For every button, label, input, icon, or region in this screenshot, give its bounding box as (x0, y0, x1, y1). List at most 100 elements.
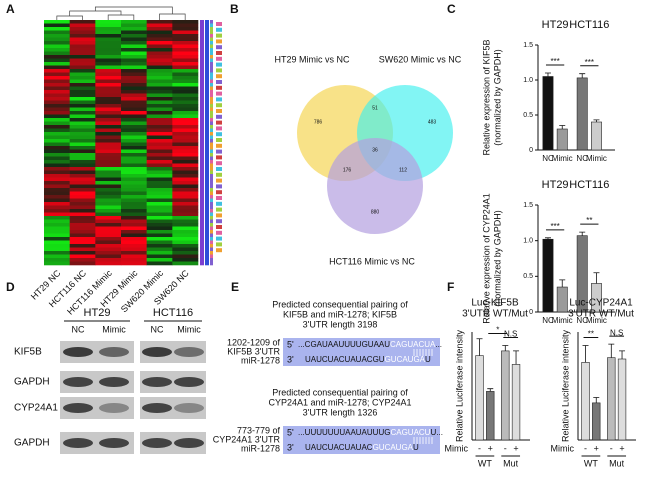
group-label: Mut (609, 458, 625, 468)
annotation-strip (200, 146, 204, 150)
annotation-strip (210, 184, 213, 189)
heatmap-cell (69, 114, 96, 119)
heatmap-cell (44, 237, 70, 241)
heatmap-cell (146, 107, 173, 112)
annotation-strip (210, 76, 213, 80)
heatmap-cell (172, 170, 199, 175)
annotation-strip (210, 156, 213, 161)
heatmap-cell (95, 205, 122, 210)
heatmap-cell (69, 86, 96, 91)
annotation-strip (210, 41, 213, 45)
heatmap-cell (44, 205, 70, 210)
pairing-caption: KIF5B and miR-1278; KIF5B (283, 309, 397, 319)
legend-swatch (216, 172, 222, 177)
annotation-strip (205, 34, 209, 38)
heatmap-cell (172, 142, 199, 147)
annotation-strip (200, 83, 204, 87)
blot-band (174, 403, 204, 413)
heatmap-cell (95, 247, 122, 252)
heatmap-cell (146, 30, 173, 35)
annotation-strip (210, 93, 213, 98)
heatmap-cell (44, 135, 70, 140)
heatmap-cell (44, 181, 70, 185)
heatmap-cell (146, 258, 173, 262)
group-label: Mut (503, 458, 519, 468)
heatmap-cell (121, 223, 147, 227)
heatmap-cell (69, 167, 96, 171)
heatmap-cell (146, 209, 173, 213)
venn-count: 112 (399, 167, 407, 173)
heatmap-cell (172, 34, 199, 38)
legend-swatch (216, 196, 222, 200)
heatmap-cell (172, 93, 199, 98)
heatmap-cell (146, 20, 173, 24)
annotation-strip (210, 104, 213, 108)
heatmap-cell (172, 104, 199, 108)
blot-strip (140, 371, 206, 393)
heatmap-cell (69, 48, 96, 52)
annotation-strip (210, 139, 213, 143)
annotation-strip (200, 177, 204, 182)
legend-swatch (216, 120, 222, 125)
heatmap-cell (95, 202, 122, 206)
heatmap-cell (69, 132, 96, 136)
panel-label: B (230, 2, 239, 16)
cell-line-label: HCT116 (153, 307, 193, 319)
venn-count: 176 (343, 167, 352, 173)
annotation-strip (200, 65, 204, 70)
heatmap-cell (172, 191, 199, 196)
blot-strip (140, 341, 206, 363)
dendrogram (69, 6, 173, 16)
sequence: UAUCUACUAUACGUGUCAUGAU (305, 355, 431, 364)
annotation-strip (200, 237, 204, 241)
annotation-strip (210, 79, 213, 84)
heatmap-cell (69, 139, 96, 143)
annotation-strip (210, 132, 213, 136)
heatmap-cell (146, 219, 173, 224)
venn-count: 880 (371, 209, 380, 215)
venn-count: 483 (428, 119, 437, 125)
annotation-strip (210, 167, 213, 171)
annotation-strip (200, 37, 204, 42)
heatmap-cell (121, 93, 147, 98)
heatmap-cell (146, 55, 173, 59)
heatmap-cell (95, 219, 122, 224)
heatmap-cell (95, 51, 122, 56)
panel-label: D (6, 280, 15, 294)
heatmap-cell (95, 163, 122, 168)
venn-diagram: HT29 Mimic vs NC SW620 Mimic vs NC HCT11… (274, 54, 461, 266)
annotation-strip (205, 76, 209, 80)
annotation-strip (210, 198, 213, 203)
sequence-part: UAUCUACUAUACGU (305, 355, 385, 364)
heatmap-cell (146, 58, 173, 63)
heatmap-cell (121, 146, 147, 150)
x-tick-label: NC (542, 154, 554, 163)
heatmap-cell (146, 90, 173, 94)
annotation-strip (205, 233, 209, 238)
heatmap-cell (172, 114, 199, 119)
heatmap-cell (69, 219, 96, 224)
heatmap-cell (69, 107, 96, 112)
heatmap-cell (121, 216, 147, 220)
heatmap-cell (44, 69, 70, 73)
legend-swatch (216, 27, 222, 32)
annotation-strip (200, 107, 204, 112)
heatmap-cell (95, 128, 122, 133)
heatmap-cell (95, 240, 122, 245)
heatmap-cell (44, 156, 70, 161)
heatmap-cell (121, 170, 147, 175)
legend-swatch (216, 22, 222, 26)
heatmap-cell (172, 223, 199, 227)
heatmap-cell (44, 254, 70, 259)
annotation-strip (210, 23, 213, 28)
heatmap-cell (121, 55, 147, 59)
annotation-strip (210, 86, 213, 91)
heatmap-cell (172, 209, 199, 213)
heatmap-cell (69, 34, 96, 38)
annotation-strip (200, 76, 204, 80)
heatmap-cell (172, 48, 199, 52)
heatmap-cell (172, 121, 199, 126)
heatmap-cell (146, 167, 173, 171)
annotation-strip (200, 174, 204, 178)
heatmap-cell (146, 237, 173, 241)
